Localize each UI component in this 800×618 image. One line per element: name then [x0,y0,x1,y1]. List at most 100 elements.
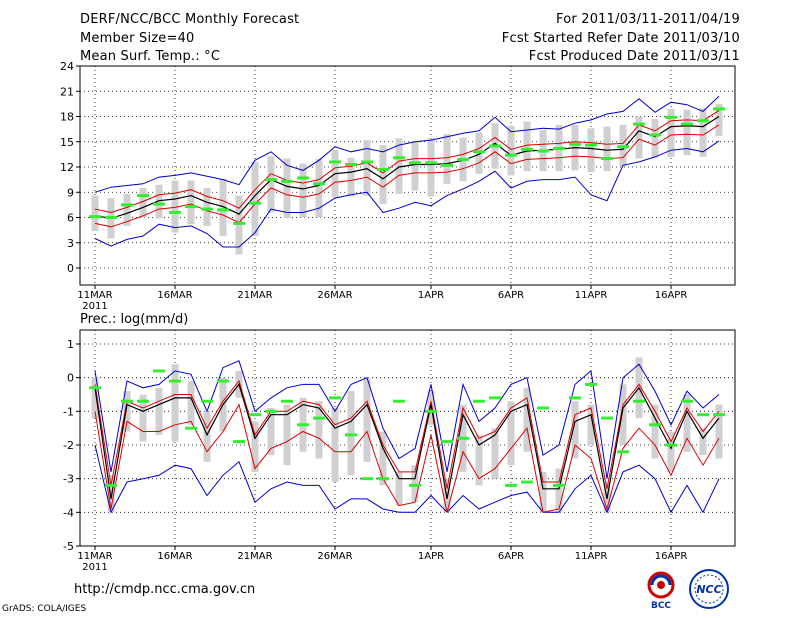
temp-xtick-label: 6APR [498,290,524,301]
temp-member-bar [363,140,371,196]
temp-observation-marker [681,122,693,126]
temp-xtick-label: 1APR [418,290,444,301]
prec-member-bar [347,391,355,476]
prec-xtick-label: 1APR [418,551,444,562]
prec-member-bar [267,407,275,456]
temp-member-bar [251,161,259,237]
temp-observation-marker [329,160,341,164]
prec-ytick-label: -3 [63,473,74,486]
temp-ytick-label: 21 [60,85,74,98]
temp-member-bar [171,180,179,233]
temp-observation-marker [153,202,165,206]
prec-ytick-label: -5 [63,540,74,553]
prec-member-bar [555,468,563,513]
prec-observation-marker [617,450,629,454]
temp-observation-marker [249,201,261,205]
temp-observation-marker [105,216,117,219]
prec-observation-marker [681,399,693,403]
prec-ytick-label: -1 [63,405,74,418]
temp-observation-marker [425,161,437,165]
prec-observation-marker [233,440,245,444]
temp-member-bar [219,178,227,237]
prec-observation-marker [633,399,645,403]
prec-observation-marker [585,382,597,386]
temp-xtick-label: 26MAR [317,290,352,301]
prec-member-bar [251,421,259,472]
temp-observation-marker [409,161,421,165]
prec-observation-marker [185,426,197,430]
prec-observation-marker [313,416,325,420]
prec-member-bar [155,387,163,435]
temp-member-bar [235,195,243,255]
ncc-logo-text: NCC [696,583,721,596]
temp-member-bar [91,195,99,231]
prec-observation-marker [457,436,469,440]
prec-ytick-label: -4 [63,506,74,519]
prec-inner-lower-line [94,403,720,513]
prec-observation-marker [217,379,229,383]
prec-ytick-label: 1 [67,338,74,351]
temp-ytick-label: 0 [67,262,74,275]
temp-observation-marker [137,194,149,198]
prec-outer-upper-line [94,360,720,479]
temp-member-bar [347,157,355,197]
temp-member-bar [587,128,595,173]
temp-ytick-label: 3 [67,237,74,250]
temp-member-bar [379,145,387,205]
grads-credit: GrADS: COLA/IGES [2,604,87,614]
prec-member-bar [107,475,115,513]
temp-member-bar [315,158,323,218]
temp-member-bar [523,121,531,172]
prec-observation-marker [265,409,277,413]
temp-ensemble-mean-line [94,115,720,219]
prec-xtick-label: 16APR [655,551,688,562]
temp-observation-marker [217,208,229,212]
prec-member-bar [363,377,371,462]
prec-xtick-label: 21MAR [237,551,272,562]
temp-observation-marker [297,176,309,180]
chart-title: DERF/NCC/BCC Monthly Forecast [80,12,300,27]
temp-ytick-label: 6 [67,212,74,225]
forecast-period: For 2011/03/11-2011/04/19 [556,12,740,27]
temp-observation-marker [281,179,293,183]
temp-observation-marker [633,122,645,126]
prec-observation-marker [553,483,565,487]
prec-member-bar [619,384,627,445]
source-url[interactable]: http://cmdp.ncc.cma.gov.cn [74,582,256,597]
prec-observation-marker [89,386,101,390]
prec-observation-marker [169,379,181,383]
prec-year-label: 2011 [82,562,107,573]
ncc-logo: NCC [689,569,729,609]
temp-member-bar [715,103,723,136]
temp-observation-marker [569,142,581,146]
temp-member-bar [427,138,435,197]
prec-member-bar [395,471,403,506]
prec-xtick-label: 11MAR [77,551,112,562]
prec-plot-frame [79,329,736,547]
temp-member-bar [395,138,403,194]
temp-member-bar [123,193,131,226]
prec-observation-marker [393,399,405,403]
temp-observation-marker [665,115,677,119]
temp-observation-marker [649,133,661,137]
prec-xtick-label: 26MAR [317,551,352,562]
member-size: Member Size=40 [80,31,195,46]
prec-member-bar [379,431,387,486]
prec-observation-marker [713,413,725,417]
prec-observation-marker [297,423,309,427]
prec-observation-marker [249,413,261,417]
prec-member-bar [651,404,659,459]
prec-observation-marker [537,406,549,410]
temp-member-bar [683,109,691,156]
prec-member-bar [283,404,291,466]
prec-ensemble-mean-line [94,383,720,500]
prec-member-bar [203,411,211,462]
prec-observation-marker [665,443,677,447]
prec-observation-marker [153,369,165,373]
temp-outer-lower-line [94,140,720,248]
temp-observation-marker [361,160,373,164]
temp-member-bar [299,163,307,218]
temp-observation-marker [393,156,405,160]
temp-observation-marker [601,157,613,161]
temp-xtick-label: 16APR [655,290,688,301]
